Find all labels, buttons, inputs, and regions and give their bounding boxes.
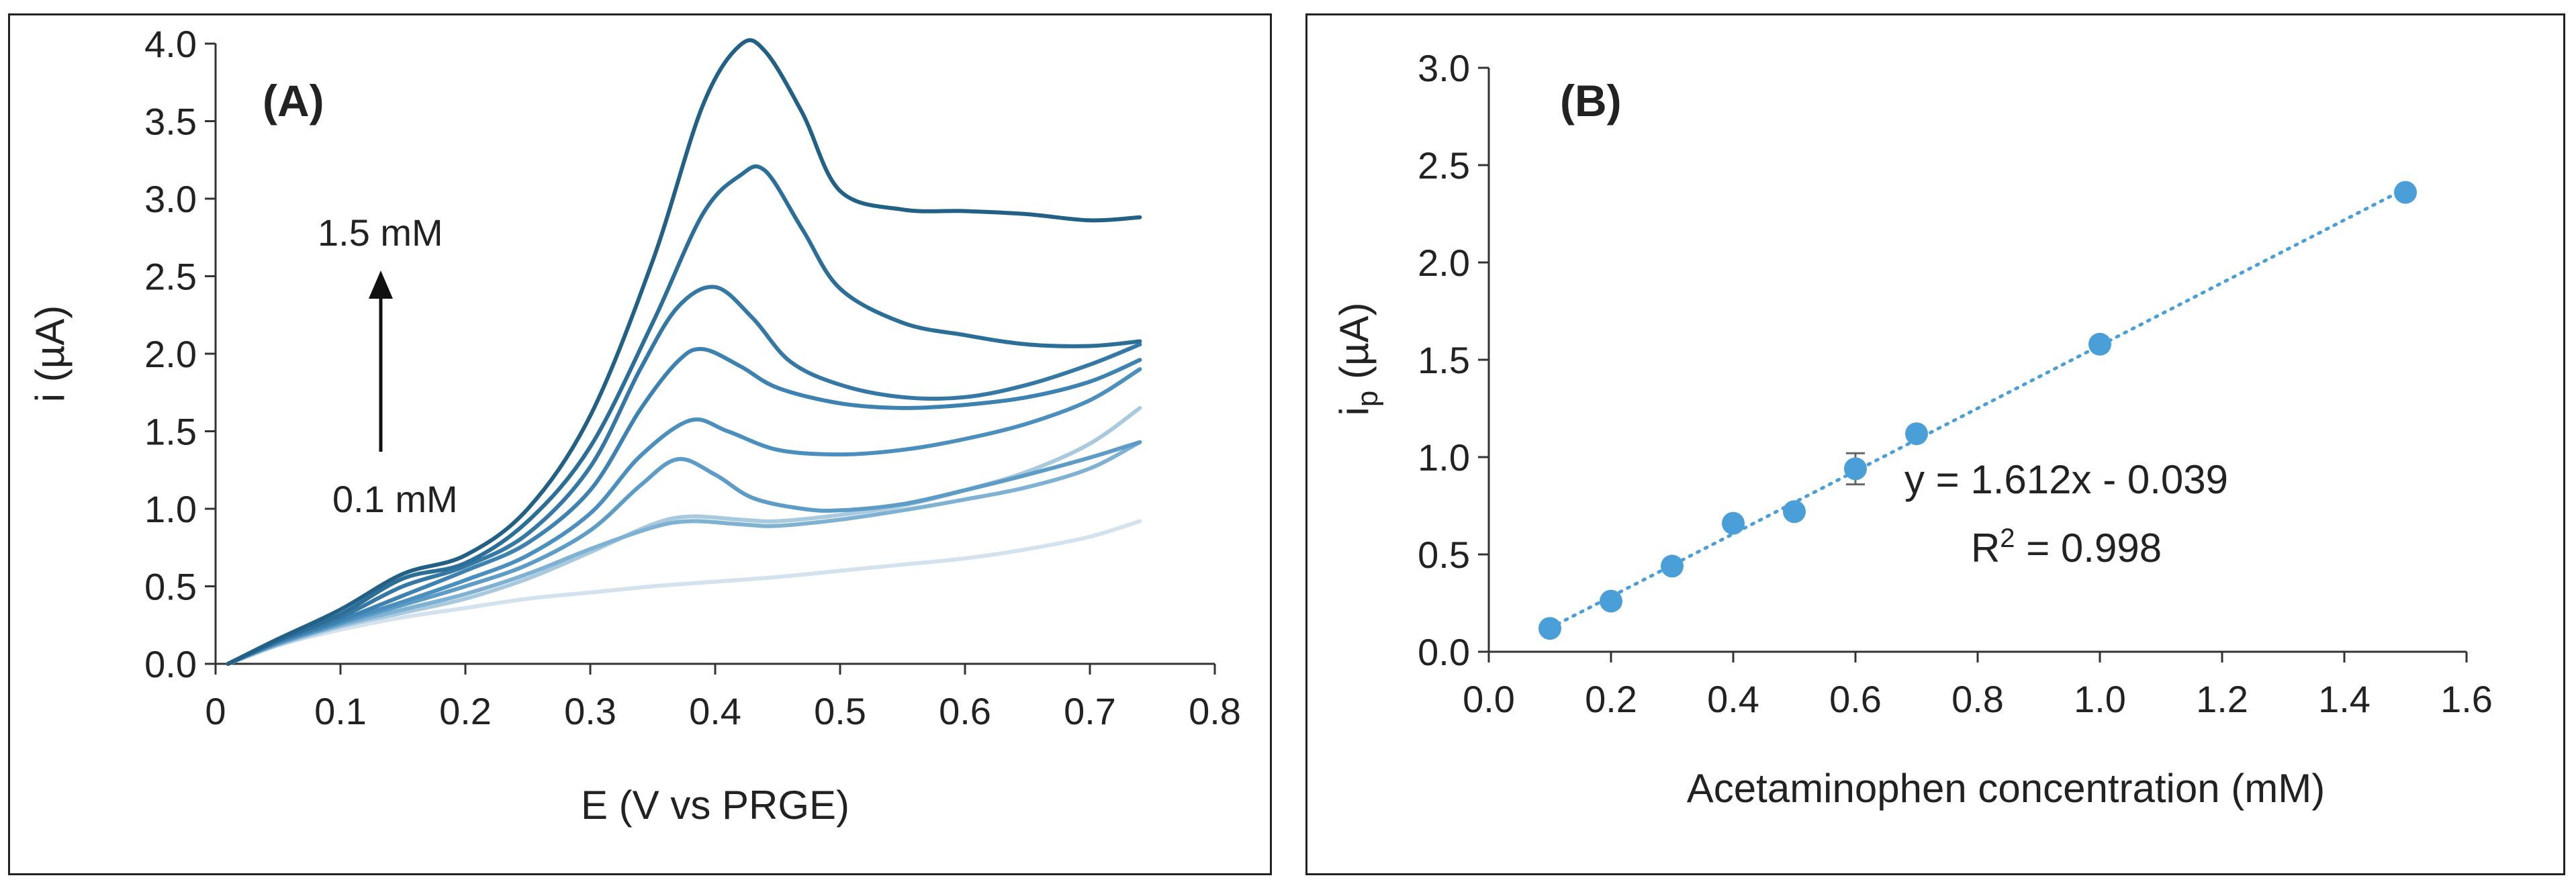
- voltammogram-curve: [226, 367, 1142, 666]
- data-point: [1844, 457, 1867, 481]
- x-tick-label: 0.7: [1064, 690, 1116, 732]
- panel-a: (A) 0.0 0.5 1.0 1.5 2.0 2.5 3.0 3.5 4.0 0 0.1 0.2 0…: [8, 13, 1272, 875]
- panel-b-label: (B): [1560, 76, 1622, 126]
- data-point: [1905, 422, 1928, 446]
- annotation-high-concentration: 1.5 mM: [318, 211, 443, 254]
- x-tick-label: 0.5: [814, 690, 866, 732]
- y-axis-label-unit: (µA): [1332, 302, 1377, 390]
- panel-b: (B) 0.0 0.5 1.0 1.5 2.0 2.5 3.0 0.0 0.2 0.4 0.6 0.…: [1305, 13, 2565, 875]
- y-tick-label: 2.0: [144, 333, 197, 375]
- y-tick-label: 2.5: [144, 256, 197, 298]
- voltammogram-curve: [226, 440, 1142, 666]
- y-tick-label: 0.0: [144, 643, 197, 685]
- data-point: [1783, 500, 1806, 524]
- y-tick-label: 1.0: [144, 488, 197, 530]
- data-point: [1600, 589, 1622, 613]
- y-tick-label: 3.0: [1418, 47, 1470, 89]
- y-tick-label: 1.5: [144, 411, 197, 453]
- calibration-chart: (B) 0.0 0.5 1.0 1.5 2.0 2.5 3.0 0.0 0.2 0.4 0.6 0.…: [1332, 47, 2493, 811]
- voltammogram-curve: [226, 346, 1142, 666]
- panel-a-label: (A): [263, 76, 324, 126]
- y-tick-label: 4.0: [144, 23, 197, 65]
- x-tick-label: 0.2: [439, 690, 492, 732]
- voltammogram-curve: [226, 440, 1142, 666]
- voltammogram-curve: [226, 38, 1142, 666]
- x-tick-label: 0.3: [564, 690, 616, 732]
- y-axis-label-main: i: [1332, 407, 1377, 415]
- data-point: [2394, 181, 2417, 204]
- y-tick-label: 0.5: [1418, 534, 1470, 576]
- increase-arrow-head: [369, 270, 393, 299]
- r-squared-value: = 0.998: [2015, 526, 2162, 571]
- x-tick-label: 0.6: [1829, 678, 1882, 720]
- r-squared-label: R2 = 0.998: [1971, 524, 2162, 571]
- x-tick-label: 1.4: [2318, 678, 2371, 720]
- data-point: [1661, 554, 1684, 578]
- y-tick-label: 2.5: [1418, 144, 1470, 187]
- x-tick-label: 0.4: [689, 690, 741, 732]
- y-tick-label: 0.5: [144, 566, 197, 608]
- x-tick-label: 0.0: [1463, 678, 1515, 720]
- x-axis-label: E (V vs PRGE): [581, 783, 849, 828]
- y-axis-label: i (µA): [28, 305, 73, 403]
- y-axis-label-subscript: p: [1351, 391, 1384, 407]
- y-tick-label: 3.5: [144, 101, 197, 143]
- y-tick-label: 1.5: [1418, 339, 1470, 381]
- annotation-low-concentration: 0.1 mM: [332, 478, 458, 520]
- r-squared-superscript: 2: [2000, 524, 2015, 553]
- voltammogram-curve: [226, 285, 1142, 666]
- y-tick-label: 1.0: [1418, 436, 1470, 479]
- y-tick-label: 3.0: [144, 178, 197, 220]
- x-tick-label: 0.6: [939, 690, 991, 732]
- x-tick-label: 0.2: [1585, 678, 1637, 720]
- y-axis-label: ip (µA): [1332, 302, 1384, 415]
- x-tick-label: 0.4: [1707, 678, 1759, 720]
- x-tick-label: 0: [205, 690, 226, 732]
- r-squared-symbol: R: [1971, 526, 2000, 571]
- x-axis-label: Acetaminophen concentration (mM): [1687, 766, 2325, 811]
- x-tick-label: 0.1: [314, 690, 367, 732]
- x-tick-label: 1.2: [2196, 678, 2248, 720]
- trendline: [1548, 187, 2407, 630]
- voltammogram-curve: [226, 519, 1142, 666]
- voltammogram-curve: [226, 164, 1142, 666]
- data-point: [2088, 332, 2111, 356]
- data-point: [1538, 617, 1561, 640]
- x-tick-label: 1.0: [2074, 678, 2126, 720]
- voltammogram-chart: (A) 0.0 0.5 1.0 1.5 2.0 2.5 3.0 3.5 4.0 0 0.1 0.2 0…: [28, 23, 1241, 828]
- x-tick-label: 0.8: [1951, 678, 2004, 720]
- y-tick-label: 2.0: [1418, 242, 1470, 284]
- regression-equation: y = 1.612x - 0.039: [1904, 457, 2228, 502]
- x-tick-label: 1.6: [2440, 678, 2493, 720]
- y-tick-label: 0.0: [1418, 631, 1470, 673]
- x-tick-label: 0.8: [1189, 690, 1241, 732]
- data-point: [1722, 511, 1745, 535]
